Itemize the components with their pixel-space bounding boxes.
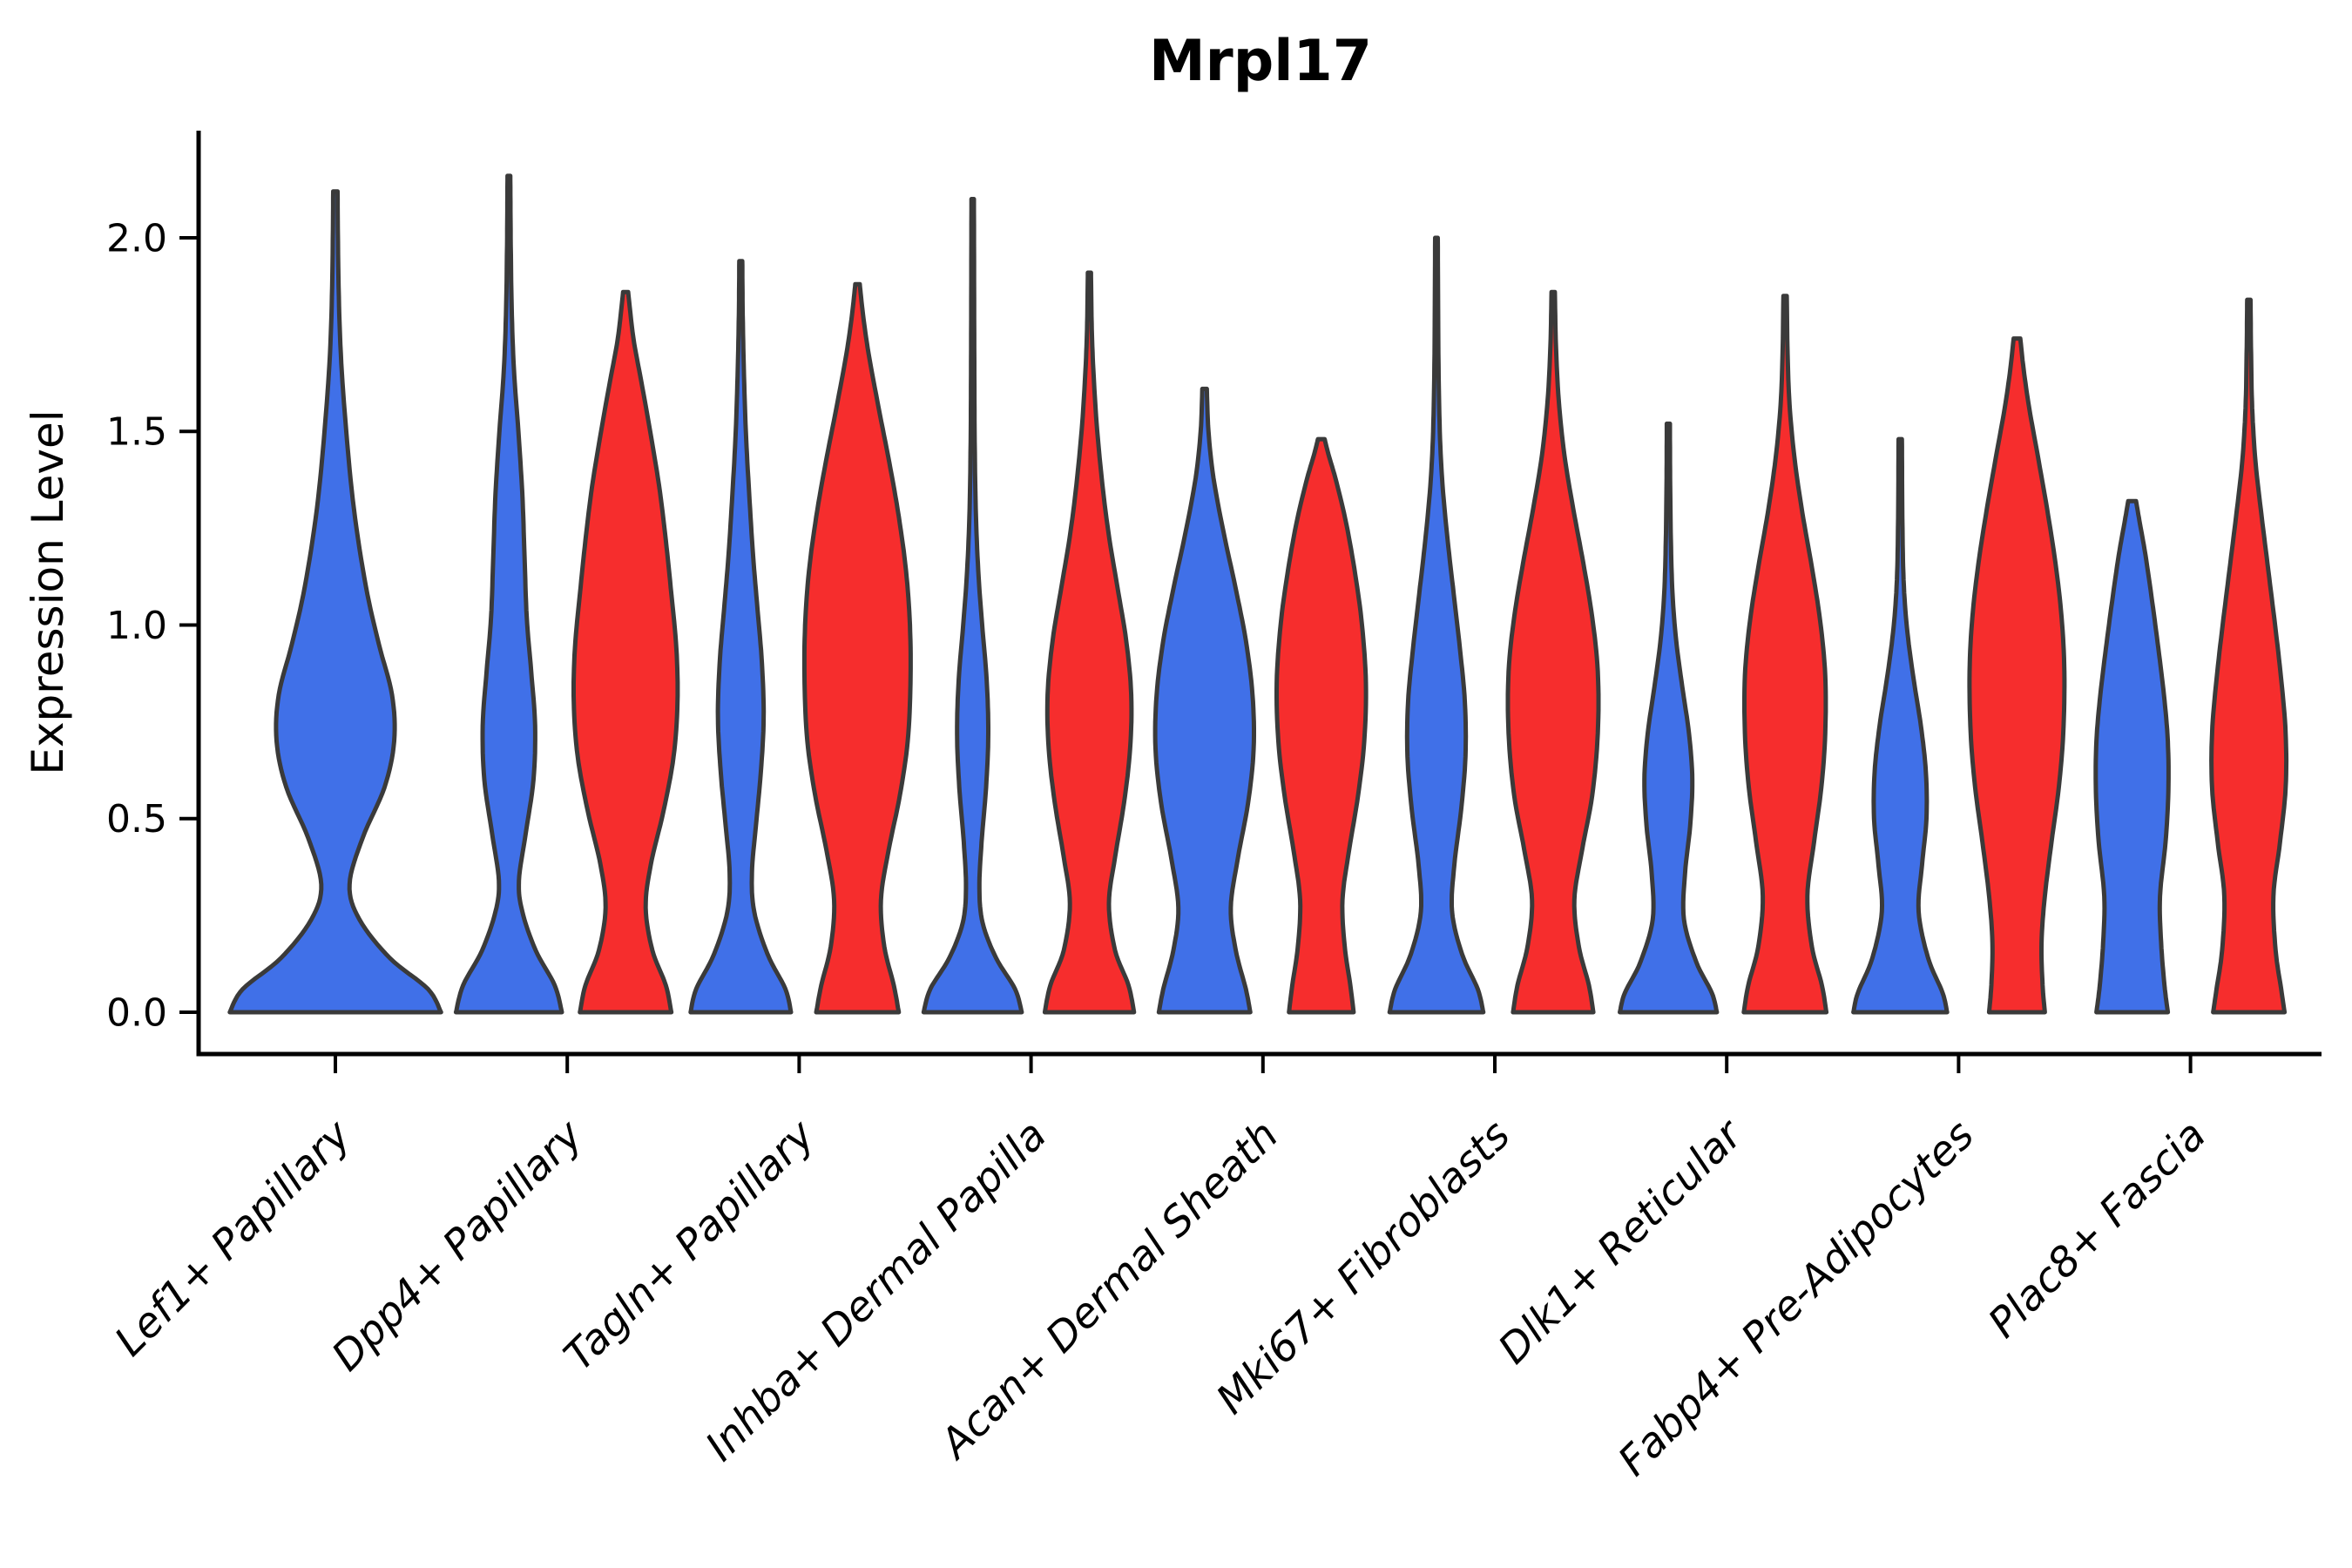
y-tick-label: 1.0: [106, 604, 167, 648]
y-tick-label: 0.5: [106, 797, 167, 841]
x-tick-label: Dpp4+ Papillary: [323, 1111, 593, 1381]
violin-blue: [2093, 498, 2171, 1015]
axis-spine: [196, 131, 2322, 1057]
y-tick-label: 1.5: [106, 410, 167, 455]
violin-red: [1042, 270, 1137, 1015]
violin-red: [1505, 289, 1601, 1015]
violin-blue: [688, 259, 794, 1015]
violin-red: [1967, 336, 2067, 1015]
violin-blue: [453, 173, 564, 1015]
violin-red: [801, 281, 913, 1015]
violin-blue: [921, 197, 1024, 1015]
y-axis-ticks: 0.0 0.5 1.0 1.5 2.0: [106, 216, 199, 1035]
violin-blue: [1152, 386, 1256, 1015]
y-tick-label: 0.0: [106, 990, 167, 1035]
violins-layer: [227, 173, 2289, 1015]
y-tick-label: 2.0: [106, 216, 167, 260]
x-tick-label: Plac8+ Fascia: [1979, 1112, 2215, 1348]
chart-title: Mrpl17: [1149, 29, 1372, 94]
violin-blue: [1618, 421, 1720, 1015]
y-axis-label: Expression Level: [23, 409, 73, 774]
violin-blue: [227, 189, 443, 1015]
violin-red: [2209, 297, 2289, 1015]
violin-blue: [1851, 436, 1950, 1015]
violin-red: [571, 289, 680, 1015]
x-tick-label: Dlk1+ Reticular: [1490, 1110, 1754, 1374]
violin-blue: [1387, 235, 1486, 1015]
axes-spines: [196, 131, 2322, 1057]
x-tick-label: Lef1+ Papillary: [105, 1111, 361, 1366]
violin-red: [1274, 436, 1369, 1015]
violin-red: [1741, 294, 1829, 1015]
x-tick-label: Tagln+ Papillary: [555, 1111, 825, 1381]
